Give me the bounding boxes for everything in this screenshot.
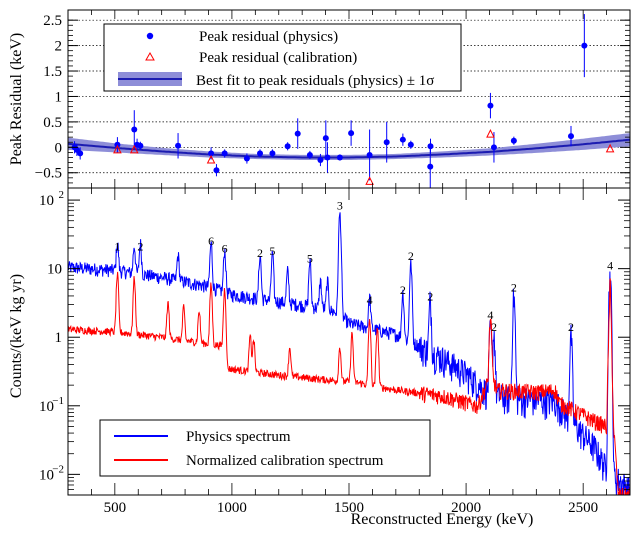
residual-y-ticks: −0.5 0 0.5 1 1.5 2 2.5 [35, 13, 630, 184]
physics-residual-point [336, 154, 343, 161]
residual-y-tick-label: −0.5 [35, 166, 62, 182]
peak-label: 2 [568, 320, 574, 334]
peak-label: 4 [487, 308, 493, 322]
spectrum-x-tick-label: 1500 [334, 500, 364, 516]
calibration-residual-point [113, 144, 122, 154]
spectrum-y-tick-label: 1 [55, 330, 63, 346]
peak-label: 3 [337, 198, 343, 212]
physics-residual-point [213, 167, 220, 174]
residual-x-ticks [67, 10, 631, 188]
peak-label: 2 [400, 283, 406, 297]
physics-residual-point [77, 150, 84, 157]
physics-residual-point [366, 151, 373, 158]
residual-legend: Peak residual (physics) Peak residual (c… [103, 23, 462, 92]
legend-calibration-spectrum-label: Normalized calibration spectrum [186, 453, 384, 469]
physics-residual-point [208, 150, 215, 157]
physics-residual-point [257, 150, 264, 157]
peak-label: 6 [222, 242, 228, 256]
peak-label: 5 [269, 244, 275, 258]
physics-residual-point [348, 130, 355, 137]
physics-residual-point [317, 157, 324, 164]
physics-residual-point [284, 143, 291, 150]
spectrum-x-tick-label: 500 [104, 500, 127, 516]
spectrum-y-tick-label: 10 [39, 193, 54, 209]
residual-y-tick-label: 0.5 [43, 115, 62, 131]
spectrum-x-ticks: 500 1000 1500 2000 2500 [67, 188, 631, 516]
calibration-residual-point [129, 144, 139, 154]
physics-residual-point [427, 163, 434, 170]
residual-panel: −0.5 0 0.5 1 1.5 2 2.5 Peak Residual (keV) Pea… [8, 9, 631, 189]
peak-label: 2 [511, 280, 517, 294]
peak-label: 2 [427, 290, 433, 304]
calibration-residual-point [206, 154, 216, 164]
physics-spectrum-line [68, 212, 630, 495]
peak-label: 2 [491, 320, 497, 334]
legend-physics-marker [146, 32, 154, 40]
physics-residual-point [510, 137, 517, 144]
spectrum-legend-box [99, 419, 431, 477]
physics-residual-point [131, 126, 138, 133]
calibration-residual-point [486, 128, 495, 138]
physics-residual-point [221, 150, 228, 157]
x-axis-label: Reconstructed Energy (keV) [351, 511, 534, 528]
physics-residual-point [322, 135, 329, 142]
spectrum-y-tick-exponent: 2 [59, 189, 65, 201]
residual-y-tick-label: 1.5 [43, 64, 62, 80]
legend-physics-label: Peak residual (physics) [199, 29, 338, 45]
spectrum-x-tick-label: 2500 [568, 500, 598, 516]
legend-fit-label: Best fit to peak residuals (physics) ± 1… [196, 73, 434, 89]
physics-residual-point [487, 102, 494, 109]
physics-residual-point [581, 42, 588, 49]
residual-points [71, 14, 615, 188]
peak-label: 5 [307, 252, 313, 266]
peak-label: 4 [367, 293, 373, 307]
physics-residual-point [269, 150, 276, 157]
legend-physics-spectrum-label: Physics spectrum [186, 429, 291, 445]
spectrum-legend: Physics spectrum Normalized calibration … [99, 419, 431, 477]
physics-residual-point [243, 155, 250, 162]
peak-label: 1 [114, 240, 120, 254]
residual-y-tick-label: 0 [55, 140, 63, 156]
spectrum-y-tick-label: 10 [47, 262, 62, 278]
physics-residual-point [306, 151, 313, 158]
calibration-spectrum-line [68, 271, 630, 495]
calibration-residual-point [605, 143, 615, 153]
spectrum-y-tick-exponent: −2 [52, 463, 64, 475]
peak-label: 2 [257, 246, 263, 260]
spectrum-lines [68, 212, 630, 495]
physics-residual-point [137, 142, 144, 149]
peak-label: 2 [408, 249, 414, 263]
residual-y-tick-label: 2.5 [43, 13, 62, 29]
physics-residual-point [567, 133, 574, 140]
peak-label: 2 [137, 240, 143, 254]
legend-calibration-marker [145, 51, 155, 61]
physics-residual-point [383, 139, 390, 146]
spectrum-y-tick-label: 10 [39, 399, 54, 415]
physics-residual-point [407, 141, 414, 148]
spectrum-y-tick-label: 10 [39, 467, 54, 483]
residual-y-axis-label: Peak Residual (keV) [8, 33, 25, 165]
physics-residual-point [175, 142, 182, 149]
physics-residual-point [399, 136, 406, 143]
calibration-residual-point [365, 176, 374, 185]
physics-residual-point [490, 144, 497, 151]
physics-residual-point [427, 143, 434, 150]
physics-residual-point [294, 130, 301, 137]
residual-y-tick-label: 2 [55, 39, 63, 55]
legend-calibration-label: Peak residual (calibration) [199, 50, 357, 66]
spectrum-x-tick-label: 1000 [217, 500, 247, 516]
peak-label: 4 [607, 258, 613, 272]
spectrum-y-axis-label: Counts/(keV kg yr) [8, 274, 25, 398]
residual-y-tick-label: 1 [55, 89, 63, 105]
peak-label: 6 [208, 234, 214, 248]
fit-line [68, 138, 630, 159]
spectrum-y-tick-exponent: −1 [52, 395, 64, 407]
spectrum-x-tick-label: 2000 [451, 500, 481, 516]
physics-residual-point [324, 154, 331, 161]
